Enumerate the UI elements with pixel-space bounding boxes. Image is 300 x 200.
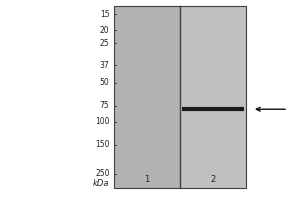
Text: kDa: kDa bbox=[92, 180, 109, 188]
Bar bbox=[114, 6, 246, 188]
Text: 1: 1 bbox=[144, 176, 150, 184]
Text: 2: 2 bbox=[210, 176, 216, 184]
Text: 15: 15 bbox=[100, 10, 110, 19]
Bar bbox=[114, 6, 246, 188]
Text: 75: 75 bbox=[100, 101, 110, 110]
Text: 100: 100 bbox=[95, 117, 109, 126]
Text: 20: 20 bbox=[100, 26, 110, 35]
Bar bbox=[180, 6, 246, 188]
Text: 50: 50 bbox=[100, 78, 110, 87]
Text: 250: 250 bbox=[95, 169, 109, 178]
Text: 25: 25 bbox=[100, 39, 110, 48]
Text: 37: 37 bbox=[100, 61, 110, 70]
Text: 150: 150 bbox=[95, 140, 109, 149]
